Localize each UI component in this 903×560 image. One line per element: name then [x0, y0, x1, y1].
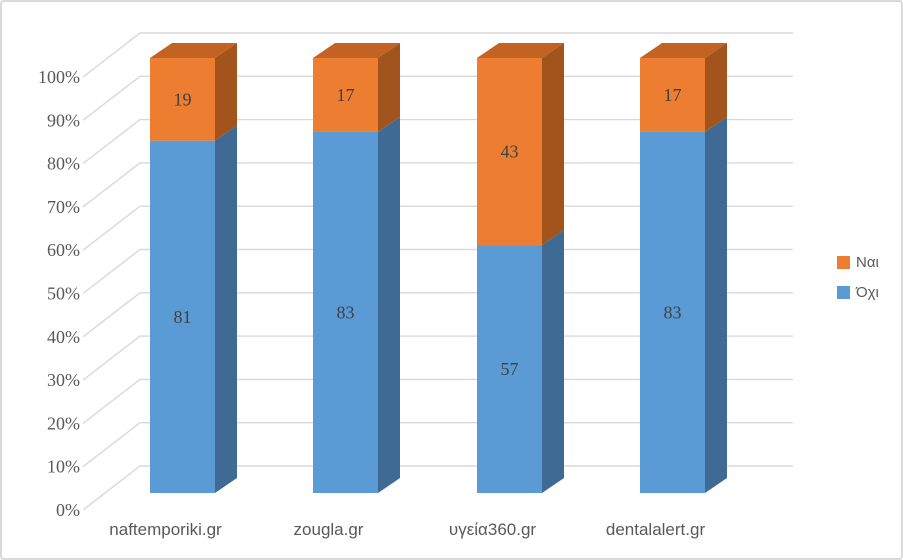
gridline-10% [82, 422, 793, 468]
legend-label-Ναι: Ναι [856, 254, 879, 271]
y-axis-tick-label: 60% [47, 240, 80, 260]
x-axis-category-label: zougla.gr [294, 520, 364, 539]
gridline-80% [82, 118, 793, 165]
bar-zougla.gr-Ναι-top [313, 43, 400, 58]
bar-dentalalert.gr-Όχι-side [705, 116, 727, 493]
data-label-Ναι: 19 [174, 89, 192, 109]
bar-zougla.gr-Ναι-front [313, 58, 378, 132]
data-label-Ναι: 17 [664, 85, 682, 105]
bar-naftemporiki.gr-Όχι-side [215, 125, 237, 494]
data-label-Όχι: 81 [174, 307, 192, 327]
bar-υγεία360.gr-Ναι-side [542, 43, 564, 246]
y-axis-tick-label: 80% [47, 154, 80, 174]
bar-naftemporiki.gr-Ναι-side [215, 43, 237, 141]
legend-swatch-Ναι [837, 256, 850, 269]
gridline-60% [82, 205, 793, 251]
bar-zougla.gr-Ναι-side [378, 43, 400, 132]
data-label-Όχι: 57 [501, 359, 519, 379]
x-axis-category-label: dentalalert.gr [606, 520, 706, 539]
bar-υγεία360.gr-Ναι-top [477, 43, 564, 58]
y-axis-tick-label: 10% [47, 457, 80, 477]
bar-naftemporiki.gr-Ναι-top [150, 43, 237, 58]
gridline-0% [82, 465, 793, 511]
bar-υγεία360.gr-Όχι-front [477, 245, 542, 493]
gridline-70% [82, 162, 793, 208]
y-axis-tick-label: 30% [47, 370, 80, 390]
gridline-30% [82, 335, 793, 381]
y-axis-tick-label: 50% [47, 284, 80, 304]
y-axis-tick-label: 0% [56, 500, 80, 520]
gridline-20% [82, 378, 793, 424]
bar-zougla.gr-Όχι-side [378, 116, 400, 493]
bar-dentalalert.gr-Ναι-side [705, 43, 727, 132]
y-axis-tick-label: 90% [47, 110, 80, 130]
y-axis-tick-label: 20% [47, 413, 80, 433]
bar-dentalalert.gr-Όχι-front [640, 131, 705, 493]
legend-label-Όχι: Όχι [855, 284, 879, 301]
bar-dentalalert.gr-Ναι-top [640, 43, 727, 58]
bar-υγεία360.gr-Όχι-side [542, 230, 564, 494]
data-label-Όχι: 83 [337, 302, 355, 322]
data-label-Όχι: 83 [664, 302, 682, 322]
data-label-Ναι: 17 [337, 85, 355, 105]
y-axis-tick-label: 40% [47, 327, 80, 347]
bar-zougla.gr-Όχι-front [313, 131, 378, 493]
y-axis-tick-label: 70% [47, 197, 80, 217]
gridline-100% [82, 32, 793, 78]
bar-naftemporiki.gr-Ναι-front [150, 58, 215, 141]
bar-naftemporiki.gr-Όχι-front [150, 140, 215, 493]
bar-υγεία360.gr-Ναι-front [477, 58, 542, 246]
gridline-50% [82, 248, 793, 295]
bar-dentalalert.gr-Ναι-front [640, 58, 705, 132]
y-axis-tick-label: 100% [38, 67, 80, 87]
gridline-90% [82, 75, 793, 121]
x-axis-category-label: naftemporiki.gr [109, 520, 222, 539]
data-label-Ναι: 43 [501, 142, 519, 162]
x-axis-category-label: υγεία360.gr [449, 520, 537, 539]
legend-swatch-Όχι [837, 286, 850, 299]
gridline-40% [82, 292, 793, 338]
